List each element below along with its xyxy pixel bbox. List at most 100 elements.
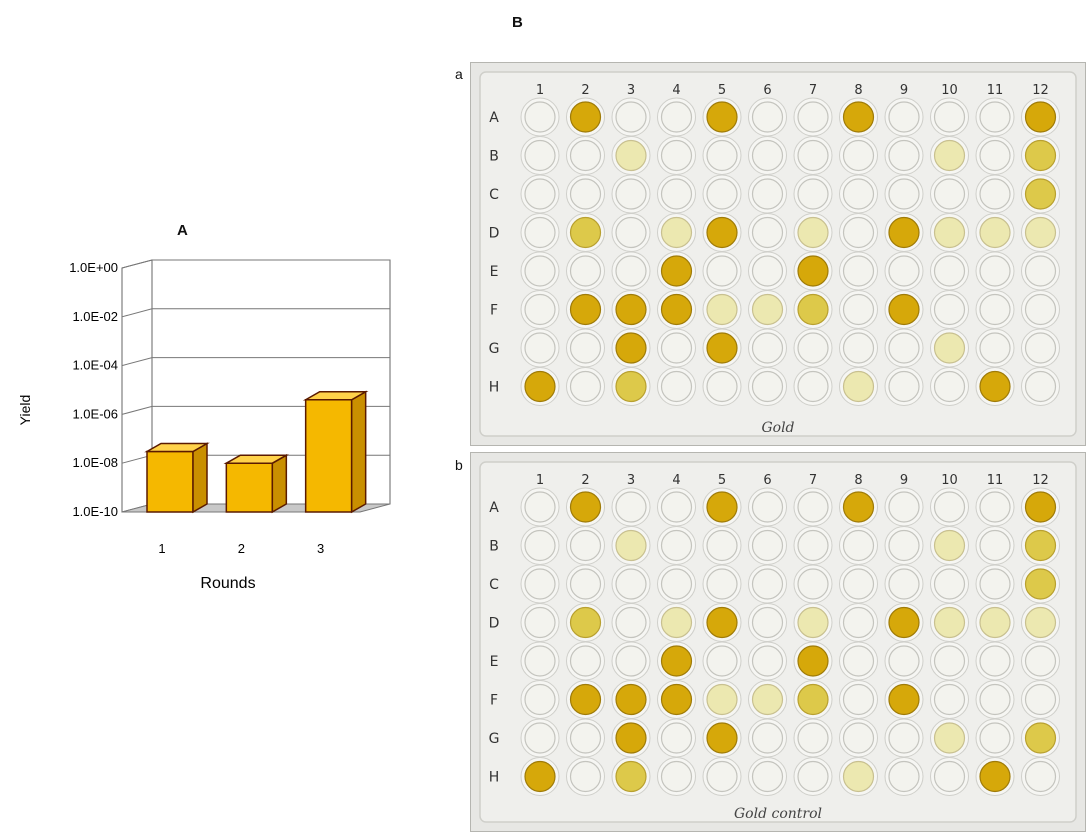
well xyxy=(660,529,693,562)
well xyxy=(569,606,602,639)
column-number: 5 xyxy=(718,83,726,98)
well xyxy=(569,178,602,210)
well xyxy=(569,370,602,403)
column-number: 12 xyxy=(1032,473,1049,488)
well xyxy=(706,139,738,172)
well xyxy=(706,332,738,364)
well xyxy=(1024,101,1057,133)
row-letter: H xyxy=(489,380,500,396)
x-axis-title: Rounds xyxy=(200,575,255,592)
well xyxy=(660,216,693,249)
well xyxy=(569,255,602,287)
row-letter: F xyxy=(490,303,498,319)
well xyxy=(842,722,875,754)
well xyxy=(1024,568,1057,600)
well xyxy=(660,722,693,754)
well xyxy=(933,139,966,172)
well xyxy=(660,606,693,639)
y-tick-label: 1.0E+00 xyxy=(69,260,118,275)
well xyxy=(706,370,738,403)
well xyxy=(933,370,966,403)
bar-side xyxy=(271,453,288,514)
well xyxy=(979,760,1011,793)
well xyxy=(842,370,875,403)
bar-side xyxy=(192,442,208,514)
column-number: 2 xyxy=(581,83,589,98)
column-number: 7 xyxy=(809,473,817,488)
well xyxy=(751,255,784,287)
column-number: 4 xyxy=(672,83,680,98)
well xyxy=(797,332,829,364)
well xyxy=(706,722,738,754)
well xyxy=(979,216,1011,249)
well xyxy=(524,529,556,562)
well xyxy=(842,293,875,326)
bar-top xyxy=(223,454,290,464)
well xyxy=(933,568,966,600)
row-letter: G xyxy=(489,731,500,747)
well xyxy=(979,332,1011,364)
well xyxy=(888,529,920,562)
well xyxy=(1024,722,1057,754)
row-letter: D xyxy=(489,616,500,632)
well xyxy=(797,491,829,523)
column-number: 6 xyxy=(763,83,771,98)
well xyxy=(842,178,875,210)
column-number: 9 xyxy=(900,473,908,488)
well xyxy=(1024,216,1057,249)
well xyxy=(751,722,784,754)
column-number: 1 xyxy=(536,473,544,488)
well xyxy=(979,529,1011,562)
well xyxy=(524,139,556,172)
well xyxy=(751,178,784,210)
row-letter: D xyxy=(489,226,500,242)
well xyxy=(797,293,829,326)
well xyxy=(797,645,829,677)
row-letter: A xyxy=(489,110,499,126)
well xyxy=(979,645,1011,677)
well xyxy=(933,722,966,754)
well xyxy=(524,683,556,716)
well xyxy=(660,760,693,793)
well xyxy=(842,139,875,172)
well xyxy=(842,255,875,287)
well xyxy=(979,722,1011,754)
panel-label-b-plates: B xyxy=(512,14,523,31)
well xyxy=(569,683,602,716)
well xyxy=(706,101,738,133)
yield-bar-chart: 1.0E-10 1.0E-08 1.0E-06 1.0E-04 1.0E-02 1.0E+… xyxy=(17,259,391,592)
well xyxy=(888,645,920,677)
well xyxy=(615,760,647,793)
row-letter: C xyxy=(489,577,499,593)
well xyxy=(615,370,647,403)
well xyxy=(979,293,1011,326)
column-number: 9 xyxy=(900,83,908,98)
well xyxy=(615,722,647,754)
well xyxy=(615,683,647,716)
column-number: 11 xyxy=(987,83,1004,98)
well xyxy=(615,529,647,562)
well xyxy=(524,606,556,639)
well xyxy=(751,606,784,639)
well xyxy=(660,645,693,677)
well xyxy=(933,645,966,677)
well xyxy=(933,101,966,133)
x-tick-label: 3 xyxy=(317,541,324,556)
well xyxy=(615,645,647,677)
plate-caption: Gold control xyxy=(734,806,822,822)
well xyxy=(615,139,647,172)
well xyxy=(797,529,829,562)
well xyxy=(979,101,1011,133)
well xyxy=(751,760,784,793)
well xyxy=(933,216,966,249)
well xyxy=(1024,139,1057,172)
well xyxy=(660,255,693,287)
well xyxy=(569,529,602,562)
well xyxy=(888,255,920,287)
bar-side xyxy=(350,390,367,514)
well xyxy=(797,216,829,249)
well xyxy=(569,491,602,523)
column-number: 5 xyxy=(718,473,726,488)
well xyxy=(569,139,602,172)
well xyxy=(706,216,738,249)
